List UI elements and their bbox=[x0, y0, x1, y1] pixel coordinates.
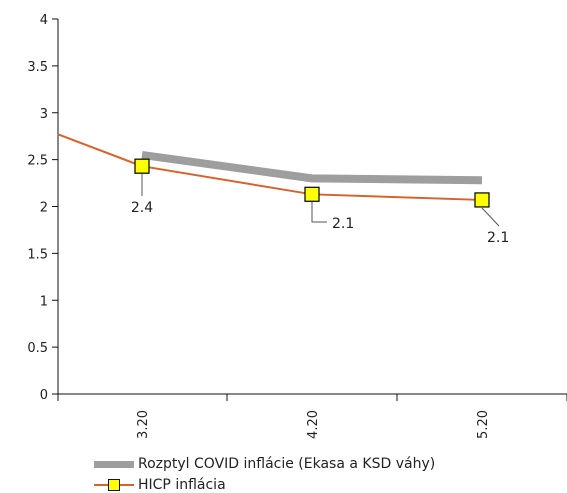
y-tick-label: 1.5 bbox=[27, 247, 48, 262]
y-tick-label: 0 bbox=[40, 388, 48, 403]
x-tick-label: 4.20 bbox=[306, 410, 321, 439]
y-tick-label: 3.5 bbox=[27, 60, 48, 75]
legend-item-band: Rozptyl COVID inflácie (Ekasa a KSD váhy… bbox=[94, 456, 435, 472]
chart: 0 0.5 1 1.5 2 2.5 3 3.5 4 3.20 4.20 5.20 2.4 2.1 2.1 bbox=[27, 13, 567, 439]
legend-label-band: Rozptyl COVID inflácie (Ekasa a KSD váhy… bbox=[138, 456, 436, 472]
series-hicp-marker bbox=[304, 186, 320, 202]
data-label-leader bbox=[311, 202, 327, 223]
y-tick-label: 4 bbox=[40, 13, 48, 28]
legend-swatch-band bbox=[94, 458, 134, 470]
data-label: 2.1 bbox=[332, 216, 354, 232]
series-hicp-marker bbox=[474, 192, 490, 208]
y-tick-label: 1 bbox=[40, 294, 48, 309]
data-label-leader bbox=[481, 207, 500, 227]
legend-item-hicp: HICP inflácia bbox=[94, 477, 226, 493]
data-label: 2.1 bbox=[487, 230, 509, 246]
y-tick-label: 3 bbox=[40, 107, 48, 122]
x-tick-label: 5.20 bbox=[476, 410, 491, 439]
x-tick-label: 3.20 bbox=[136, 410, 151, 439]
data-labels: 2.4 2.1 2.1 bbox=[131, 174, 509, 246]
data-label: 2.4 bbox=[131, 200, 153, 216]
series-hicp-marker bbox=[134, 158, 150, 174]
y-tick-label: 2.5 bbox=[27, 154, 48, 169]
y-axis: 0 0.5 1 1.5 2 2.5 3 3.5 4 bbox=[27, 13, 59, 403]
y-tick-label: 2 bbox=[40, 201, 48, 216]
series-band-line bbox=[141, 150, 483, 185]
y-tick-label: 0.5 bbox=[27, 341, 48, 356]
x-axis: 3.20 4.20 5.20 bbox=[57, 393, 567, 439]
series-layer bbox=[57, 133, 490, 208]
legend-label-hicp: HICP inflácia bbox=[138, 477, 226, 493]
legend-swatch-hicp bbox=[94, 479, 134, 491]
series-hicp-line bbox=[57, 133, 483, 201]
